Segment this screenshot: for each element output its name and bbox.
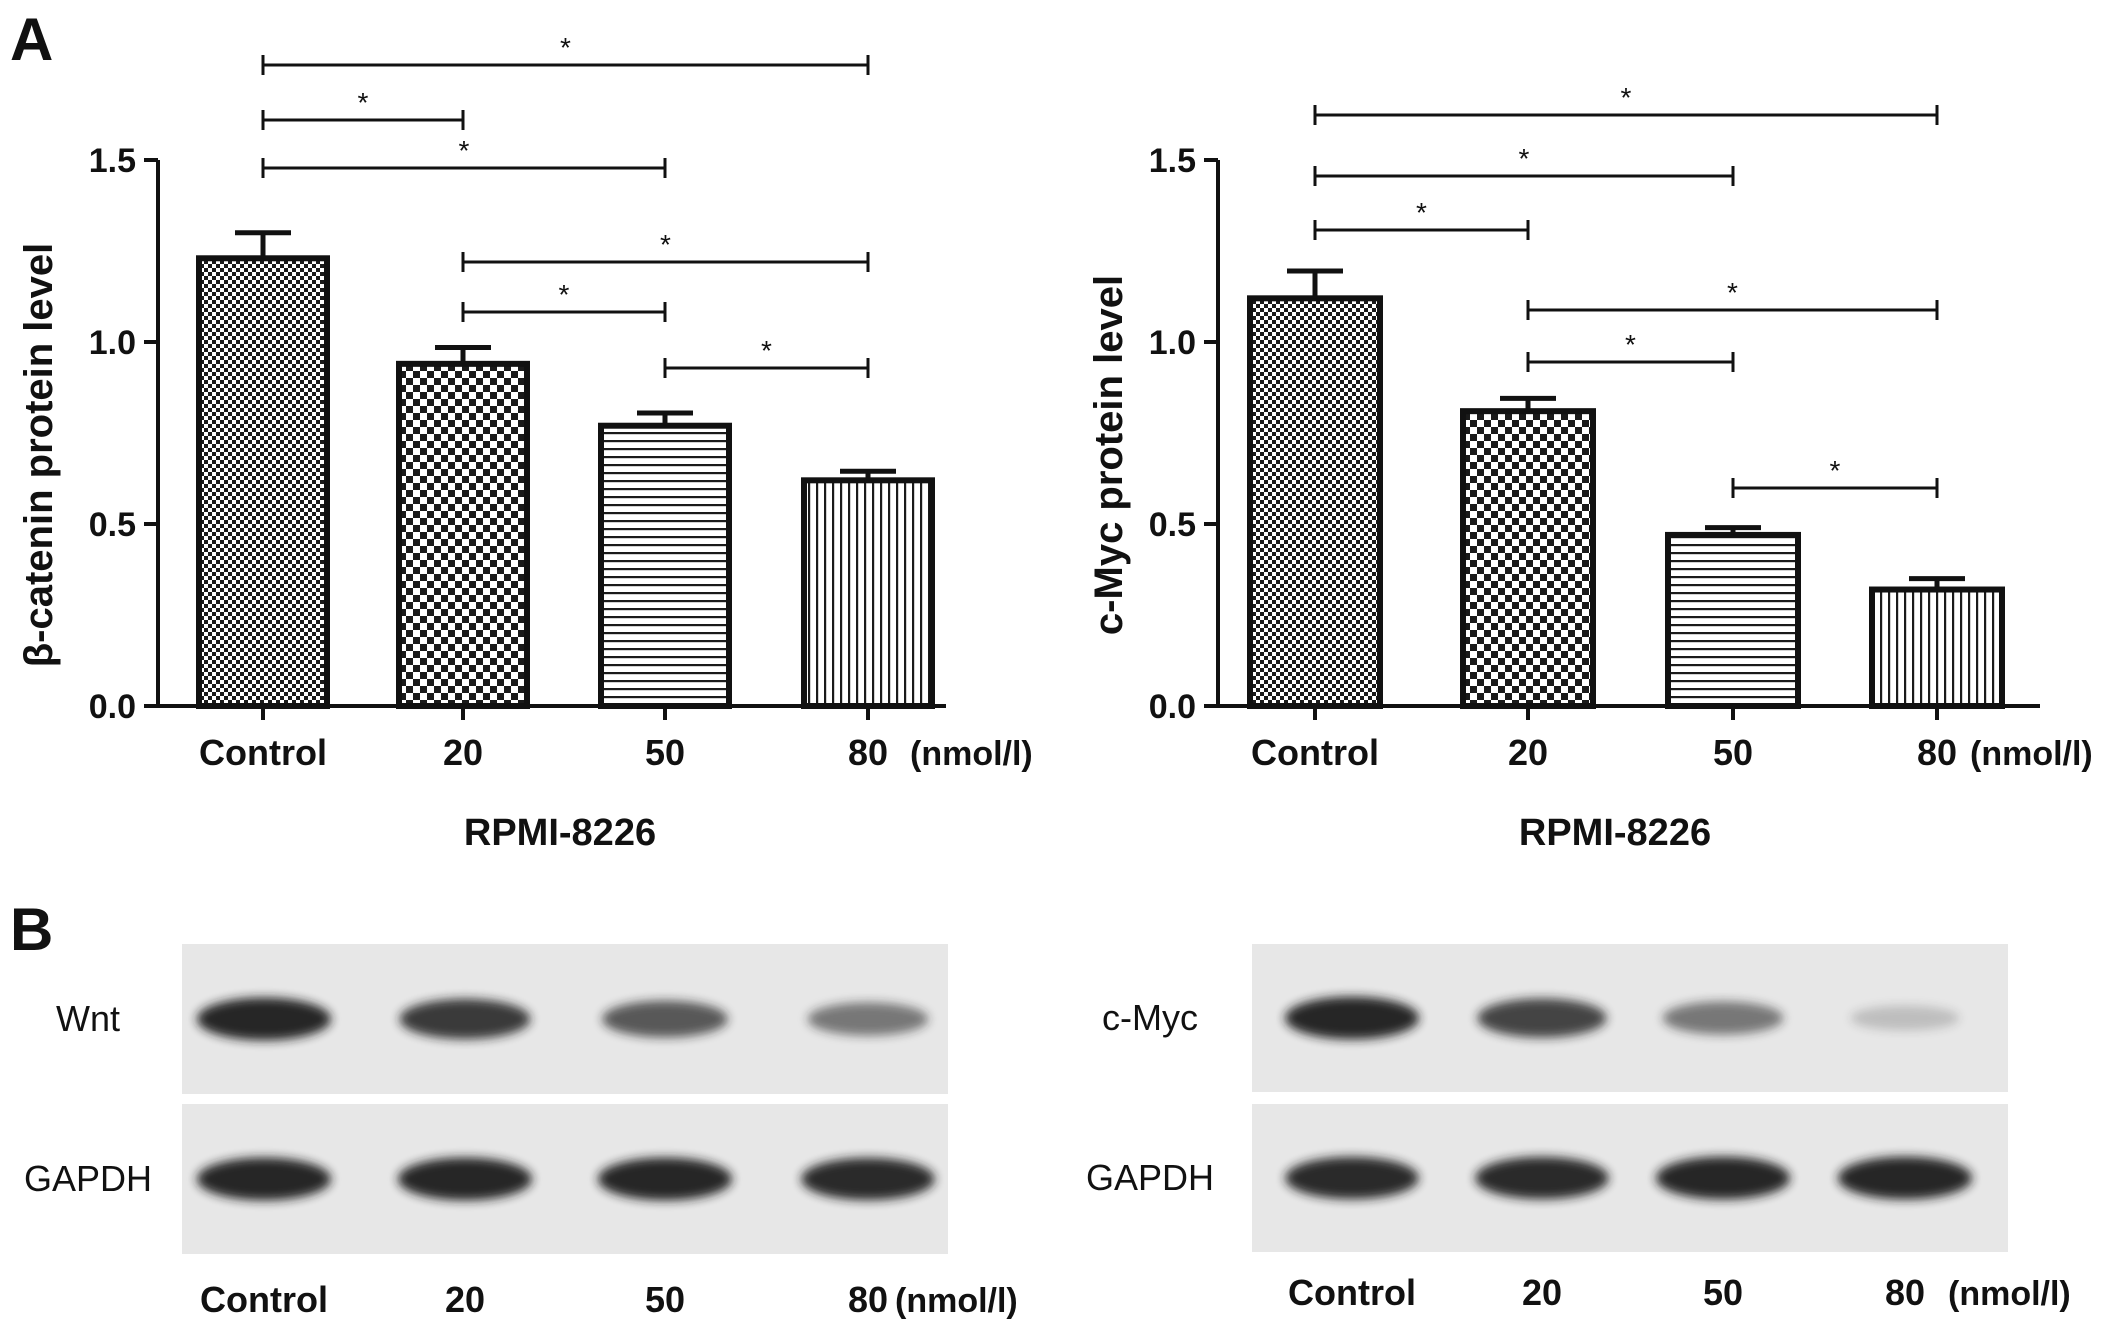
blot-lane-label: 50 [1703, 1272, 1743, 1313]
significance-star: * [1621, 82, 1632, 113]
blot-band [196, 997, 332, 1041]
chart-c-myc-xlabel: RPMI-8226 [1519, 812, 1711, 854]
blot-band [597, 1157, 733, 1201]
blot-lane-label: 50 [645, 1279, 685, 1320]
blot-lane-label: 20 [445, 1279, 485, 1320]
blot-wnt-unit: (nmol/l) [895, 1282, 1018, 1320]
blot-band [1477, 998, 1607, 1038]
bar-3 [598, 422, 732, 709]
bar-1 [196, 255, 330, 709]
blot-row-label: Wnt [56, 998, 120, 1039]
y-tick-label: 1.0 [89, 324, 136, 362]
blot-lane-label: 80 [1885, 1272, 1925, 1313]
y-tick-label: 0.5 [1149, 506, 1196, 544]
blot-band [1285, 1156, 1419, 1200]
significance-star: * [1727, 277, 1738, 308]
x-tick-label: Control [1251, 732, 1379, 773]
bar-1 [1247, 295, 1383, 709]
blot-band [602, 1000, 728, 1038]
bar-2 [1460, 408, 1596, 709]
blot-lane-label: 80 [848, 1279, 888, 1320]
blot-band [1850, 1005, 1960, 1031]
y-tick-label: 1.5 [1149, 142, 1196, 180]
blot-band [1837, 1156, 1973, 1200]
y-tick-label: 1.5 [89, 142, 136, 180]
chart-beta-catenin-xlabel: RPMI-8226 [464, 812, 656, 854]
chart-c-myc-unit: (nmol/l) [1970, 735, 2093, 773]
x-tick-label: 20 [443, 732, 483, 773]
chart-beta-catenin-unit: (nmol/l) [910, 735, 1033, 773]
blot-band [807, 1002, 929, 1036]
x-tick-label: 50 [645, 732, 685, 773]
bar-4 [1869, 586, 2005, 710]
blot-band [1655, 1156, 1791, 1200]
blot-wnt: (nmol/l) Wnt GAPDH Control 20 50 80 [24, 944, 1018, 1320]
significance-star: * [560, 32, 571, 63]
blot-c-myc-unit: (nmol/l) [1948, 1275, 2071, 1313]
x-tick-label: Control [199, 732, 327, 773]
chart-beta-catenin-ylabel: β-catenin protein level [17, 243, 61, 668]
significance-star: * [459, 135, 470, 166]
blot-band [1284, 996, 1420, 1040]
chart-c-myc: c-Myc protein level RPMI-8226 (nmol/l) 0… [1087, 82, 2093, 854]
blot-row-label: c-Myc [1102, 997, 1198, 1038]
blot-band [1662, 1001, 1784, 1035]
blot-band [399, 998, 531, 1040]
blot-band [801, 1157, 935, 1201]
y-tick-label: 0.0 [1149, 688, 1196, 726]
blot-row-label: GAPDH [24, 1158, 152, 1199]
y-tick-label: 1.0 [1149, 324, 1196, 362]
significance-star: * [559, 279, 570, 310]
x-tick-label: 80 [848, 732, 888, 773]
significance-star: * [1830, 455, 1841, 486]
significance-star: * [1519, 143, 1530, 174]
blot-row-label: GAPDH [1086, 1157, 1214, 1198]
panel-label-b: B [10, 896, 53, 963]
significance-star: * [1625, 329, 1636, 360]
bar-2 [396, 360, 530, 709]
significance-star: * [660, 229, 671, 260]
blot-c-myc: (nmol/l) c-Myc GAPDH Control 20 50 80 [1086, 944, 2071, 1313]
x-tick-label: 50 [1713, 732, 1753, 773]
y-tick-label: 0.5 [89, 506, 136, 544]
x-tick-label: 80 [1917, 732, 1957, 773]
y-tick-label: 0.0 [89, 688, 136, 726]
blot-band [397, 1157, 533, 1201]
significance-star: * [761, 335, 772, 366]
blot-lane-label: Control [1288, 1272, 1416, 1313]
x-tick-label: 20 [1508, 732, 1548, 773]
significance-star: * [1416, 197, 1427, 228]
blot-band [1475, 1156, 1609, 1200]
bar-3 [1665, 531, 1801, 709]
chart-c-myc-ylabel: c-Myc protein level [1087, 275, 1131, 635]
blot-band [196, 1157, 332, 1201]
panel-label-a: A [10, 6, 53, 73]
chart-beta-catenin: β-catenin protein level RPMI-8226 (nmol/… [17, 32, 1033, 854]
significance-star: * [358, 87, 369, 118]
blot-lane-label: Control [200, 1279, 328, 1320]
bar-4 [801, 477, 935, 709]
blot-lane-label: 20 [1522, 1272, 1562, 1313]
